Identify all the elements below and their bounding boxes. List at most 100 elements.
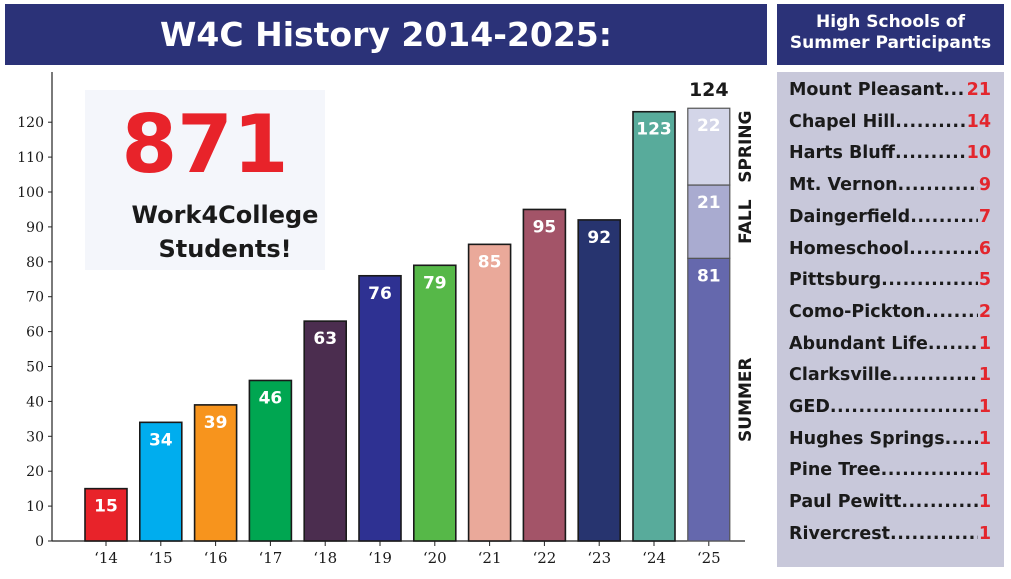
high-school-count: 1 xyxy=(978,333,991,354)
leader-dots xyxy=(909,239,978,259)
high-school-count: 10 xyxy=(966,143,991,164)
high-school-row: Homeschool 6 xyxy=(789,239,991,263)
y-tick-label: 60 xyxy=(26,325,44,341)
high-school-count: 1 xyxy=(978,492,991,513)
stacked-segment-value-label: 21 xyxy=(697,193,721,213)
high-school-row: Rivercrest 1 xyxy=(789,524,991,548)
high-school-row: Clarksville 1 xyxy=(789,365,991,389)
high-schools-header: High Schools of Summer Participants xyxy=(777,4,1004,65)
high-school-count: 21 xyxy=(966,80,991,100)
leader-dots xyxy=(910,207,978,227)
bar-value-label: 95 xyxy=(533,217,557,237)
high-school-name: Mount Pleasant xyxy=(789,80,944,100)
high-school-row: Mt. Vernon 9 xyxy=(789,175,991,199)
stacked-segment-fall xyxy=(687,184,731,259)
high-school-row: Abundant Life 1 xyxy=(789,334,991,358)
leader-dots xyxy=(830,397,978,417)
high-school-count: 1 xyxy=(978,365,991,386)
total-students-number: 871 xyxy=(121,98,289,191)
stacked-segment-value-label: 22 xyxy=(697,116,721,136)
y-tick-label: 70 xyxy=(26,290,44,306)
bar-value-label: 63 xyxy=(313,329,337,349)
high-school-row: Paul Pewitt 1 xyxy=(789,492,991,516)
bar-value-label: 79 xyxy=(423,273,447,293)
high-school-name: Daingerfield xyxy=(789,206,911,227)
high-school-count: 1 xyxy=(978,397,991,417)
x-tick-label: ‘23 xyxy=(587,549,611,567)
y-tick-label: 10 xyxy=(26,499,44,515)
y-tick-label: 40 xyxy=(26,394,44,410)
stacked-segment-name-label: FALL xyxy=(736,199,756,244)
leader-dots xyxy=(881,460,978,480)
high-school-name: Abundant Life xyxy=(789,333,928,354)
caption-line-1: Work4College xyxy=(131,201,319,229)
bar xyxy=(84,487,128,542)
caption-line-2: Students! xyxy=(158,235,292,263)
bar xyxy=(248,379,293,542)
y-tick-label: 30 xyxy=(26,429,44,445)
x-tick-label: ‘14 xyxy=(94,549,118,567)
high-school-row: Harts Bluff 10 xyxy=(789,143,991,167)
high-schools-title-line-1: High Schools of xyxy=(816,12,965,32)
high-school-name: Homeschool xyxy=(789,238,910,259)
y-tick-label: 90 xyxy=(26,220,44,236)
high-school-count: 7 xyxy=(978,206,991,227)
bar-value-label: 15 xyxy=(94,497,118,517)
leader-dots xyxy=(895,143,966,163)
high-school-name: GED xyxy=(789,397,830,417)
high-school-row: Mount Pleasant 21 xyxy=(789,80,991,104)
high-school-name: Chapel Hill xyxy=(789,111,896,132)
bar-value-label: 76 xyxy=(368,284,392,304)
high-school-row: Hughes Springs 1 xyxy=(789,429,991,453)
title-banner xyxy=(5,4,767,65)
high-schools-panel: Mount Pleasant21Chapel Hill14Harts Bluff… xyxy=(777,72,1004,567)
high-school-row: Como-Pickton 2 xyxy=(789,302,991,326)
chart-title: W4C History 2014-2025: xyxy=(160,15,612,54)
y-tick-label: 20 xyxy=(26,464,44,480)
x-tick-label: ‘18 xyxy=(313,549,337,567)
high-school-count: 2 xyxy=(978,301,991,322)
leader-dots xyxy=(898,175,978,195)
high-school-count: 14 xyxy=(966,111,991,132)
leader-dots xyxy=(892,365,978,385)
high-school-count: 6 xyxy=(978,238,991,259)
bar-value-label: 39 xyxy=(204,413,228,433)
y-tick-label: 120 xyxy=(17,115,44,131)
x-tick-label: ‘20 xyxy=(423,549,447,567)
y-tick-label: 80 xyxy=(26,255,44,271)
x-tick-label: ‘25 xyxy=(697,549,721,567)
leader-dots xyxy=(925,302,978,322)
x-tick-label: ‘16 xyxy=(204,549,228,567)
x-tick-label: ‘19 xyxy=(368,549,392,567)
y-tick-label: 50 xyxy=(26,360,44,376)
high-school-count: 1 xyxy=(978,523,991,544)
high-schools-title-line-2: Summer Participants xyxy=(789,33,992,53)
bar xyxy=(358,274,402,542)
high-school-row: Pittsburg 5 xyxy=(789,270,991,294)
bar xyxy=(139,421,183,542)
high-school-name: Paul Pewitt xyxy=(789,492,902,513)
leader-dots xyxy=(890,524,978,544)
y-tick-label: 100 xyxy=(17,185,44,201)
chart-bars: 15 34 39 46 63 76 79 85 95 92 123 81 SUMMER 21 FALL 22 S… xyxy=(84,79,756,542)
bar xyxy=(522,208,567,542)
x-tick-label: ‘15 xyxy=(149,549,173,567)
bar-value-label: 85 xyxy=(478,252,502,272)
bar xyxy=(193,404,238,542)
high-school-name: Hughes Springs xyxy=(789,428,945,449)
bar xyxy=(467,243,512,542)
stacked-segment-summer xyxy=(687,257,731,542)
high-schools-title: High Schools of Summer Participants xyxy=(777,4,1004,54)
high-school-name: Pine Tree xyxy=(789,460,881,481)
y-tick-label: 110 xyxy=(17,150,44,166)
leader-dots xyxy=(881,270,978,290)
high-school-row: Pine Tree 1 xyxy=(789,460,991,484)
high-school-name: Como-Pickton xyxy=(789,301,926,322)
leader-dots xyxy=(901,492,978,512)
x-tick-label: ‘17 xyxy=(258,549,282,567)
x-tick-label: ‘24 xyxy=(642,549,666,567)
stacked-segment-name-label: SUMMER xyxy=(736,357,756,442)
chart-axes: 0 10 20 30 40 50 60 70 80 90 100 110 120 ‘14 ‘15 ‘16 ‘17… xyxy=(17,72,745,567)
stacked-total-label: 124 xyxy=(689,79,729,101)
leader-dots xyxy=(945,429,978,449)
